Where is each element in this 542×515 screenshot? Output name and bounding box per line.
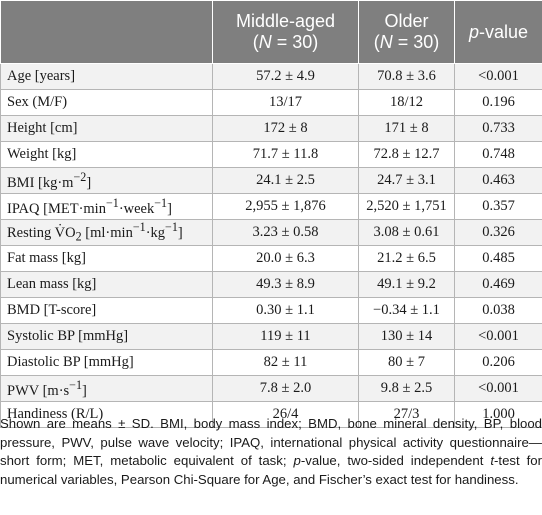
- row-label: Age [years]: [0, 63, 213, 90]
- p-value: 0.463: [454, 167, 542, 194]
- older-value: 70.8 ± 3.6: [358, 63, 455, 90]
- older-value: 72.8 ± 12.7: [358, 141, 455, 168]
- table-row: Lean mass [kg] 49.3 ± 8.9 49.1 ± 9.2 0.469: [0, 271, 542, 298]
- middle-aged-value: 172 ± 8: [212, 115, 359, 142]
- older-value: 171 ± 8: [358, 115, 455, 142]
- p-value: <0.001: [454, 63, 542, 90]
- older-value: 130 ± 14: [358, 323, 455, 350]
- table-row: Systolic BP [mmHg] 119 ± 11 130 ± 14 <0.001: [0, 323, 542, 350]
- row-label: PWV [m·s−1]: [0, 375, 213, 402]
- middle-aged-value: 71.7 ± 11.8: [212, 141, 359, 168]
- middle-aged-value: 57.2 ± 4.9: [212, 63, 359, 90]
- row-label: Height [cm]: [0, 115, 213, 142]
- table-footnote: Shown are means ± SD. BMI, body mass ind…: [0, 416, 542, 487]
- table-row: Fat mass [kg] 20.0 ± 6.3 21.2 ± 6.5 0.485: [0, 245, 542, 272]
- p-value: 0.357: [454, 193, 542, 220]
- table-row: Handiness (R/L) 26/4 27/3 1.000: [0, 401, 542, 428]
- table-row: Diastolic BP [mmHg] 82 ± 11 80 ± 7 0.206: [0, 349, 542, 376]
- row-label: Diastolic BP [mmHg]: [0, 349, 213, 376]
- row-label: Sex (M/F): [0, 89, 213, 116]
- middle-aged-value: 3.23 ± 0.58: [212, 219, 359, 246]
- table-row: IPAQ [MET·min−1·week−1] 2,955 ± 1,876 2,52…: [0, 193, 542, 220]
- p-value: 0.733: [454, 115, 542, 142]
- row-label: Resting V̇O2 [ml·min−1·kg−1]: [0, 219, 213, 246]
- middle-aged-value: 7.8 ± 2.0: [212, 375, 359, 402]
- middle-aged-value: 119 ± 11: [212, 323, 359, 350]
- table-container: Middle-aged (N = 30) Older (N = 30) p-va…: [0, 0, 542, 428]
- older-value: 3.08 ± 0.61: [358, 219, 455, 246]
- p-value: <0.001: [454, 323, 542, 350]
- p-value: 1.000: [454, 401, 542, 428]
- row-label: Handiness (R/L): [0, 401, 213, 428]
- older-value: 49.1 ± 9.2: [358, 271, 455, 298]
- row-label: Lean mass [kg]: [0, 271, 213, 298]
- table-header-row: Middle-aged (N = 30) Older (N = 30) p-va…: [0, 0, 542, 64]
- middle-aged-value: 24.1 ± 2.5: [212, 167, 359, 194]
- p-value: 0.748: [454, 141, 542, 168]
- older-value: 9.8 ± 2.5: [358, 375, 455, 402]
- middle-aged-value: 13/17: [212, 89, 359, 116]
- table-row: Age [years] 57.2 ± 4.9 70.8 ± 3.6 <0.001: [0, 63, 542, 90]
- p-value: 0.038: [454, 297, 542, 324]
- table-row: PWV [m·s−1] 7.8 ± 2.0 9.8 ± 2.5 <0.001: [0, 375, 542, 402]
- middle-aged-value: 49.3 ± 8.9: [212, 271, 359, 298]
- table-row: Height [cm] 172 ± 8 171 ± 8 0.733: [0, 115, 542, 142]
- row-label: BMI [kg·m−2]: [0, 167, 213, 194]
- middle-aged-value: 82 ± 11: [212, 349, 359, 376]
- table-row: Weight [kg] 71.7 ± 11.8 72.8 ± 12.7 0.748: [0, 141, 542, 168]
- p-value: 0.485: [454, 245, 542, 272]
- p-value: 0.206: [454, 349, 542, 376]
- middle-aged-value: 26/4: [212, 401, 359, 428]
- middle-aged-value: 20.0 ± 6.3: [212, 245, 359, 272]
- row-label: Weight [kg]: [0, 141, 213, 168]
- row-label: Systolic BP [mmHg]: [0, 323, 213, 350]
- table-body: Age [years] 57.2 ± 4.9 70.8 ± 3.6 <0.001 Sex…: [0, 63, 542, 428]
- middle-aged-value: 0.30 ± 1.1: [212, 297, 359, 324]
- row-label: IPAQ [MET·min−1·week−1]: [0, 193, 213, 220]
- demographics-table: Middle-aged (N = 30) Older (N = 30) p-va…: [0, 0, 542, 428]
- p-value: <0.001: [454, 375, 542, 402]
- row-label: Fat mass [kg]: [0, 245, 213, 272]
- p-value: 0.469: [454, 271, 542, 298]
- table-row: Sex (M/F) 13/17 18/12 0.196: [0, 89, 542, 116]
- header-older: Older (N = 30): [358, 0, 455, 64]
- middle-aged-value: 2,955 ± 1,876: [212, 193, 359, 220]
- older-value: −0.34 ± 1.1: [358, 297, 455, 324]
- header-middle-aged: Middle-aged (N = 30): [212, 0, 359, 64]
- header-p-value: p-value: [454, 0, 542, 64]
- p-value: 0.196: [454, 89, 542, 116]
- older-value: 24.7 ± 3.1: [358, 167, 455, 194]
- p-value: 0.326: [454, 219, 542, 246]
- older-value: 18/12: [358, 89, 455, 116]
- row-label: BMD [T-score]: [0, 297, 213, 324]
- table-row: Resting V̇O2 [ml·min−1·kg−1] 3.23 ± 0.58 3…: [0, 219, 542, 246]
- older-value: 2,520 ± 1,751: [358, 193, 455, 220]
- header-empty-cell: [0, 0, 213, 64]
- older-value: 21.2 ± 6.5: [358, 245, 455, 272]
- older-value: 80 ± 7: [358, 349, 455, 376]
- table-row: BMD [T-score] 0.30 ± 1.1 −0.34 ± 1.1 0.038: [0, 297, 542, 324]
- table-row: BMI [kg·m−2] 24.1 ± 2.5 24.7 ± 3.1 0.463: [0, 167, 542, 194]
